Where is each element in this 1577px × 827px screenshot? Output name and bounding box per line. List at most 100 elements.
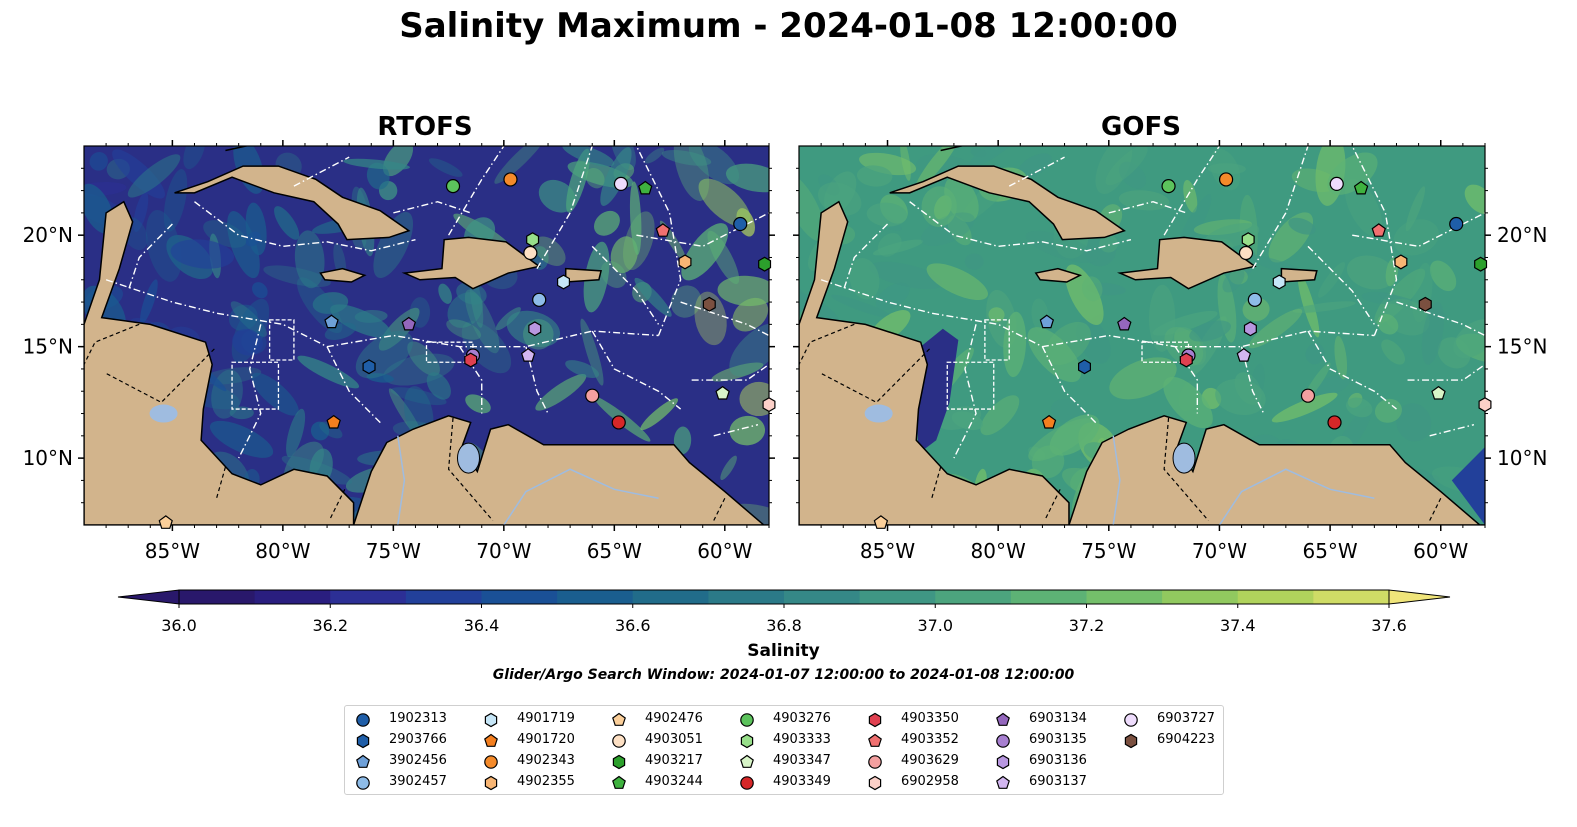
- eez-boundary: [127, 223, 173, 292]
- legend-marker: [484, 755, 498, 769]
- legend-label: 6904223: [1157, 732, 1215, 747]
- legend-label: 4903347: [773, 753, 831, 768]
- pentagon-marker-icon: [484, 733, 498, 747]
- float-marker-4903244: [638, 180, 653, 195]
- legend-marker: [612, 754, 626, 770]
- legend-label: 4903244: [645, 774, 703, 789]
- eez-boundary: [447, 146, 505, 236]
- lake-nicaragua: [149, 404, 178, 423]
- colorbar-tick-label: 36.6: [615, 616, 651, 635]
- float-marker-2903766: [362, 359, 376, 375]
- float-marker-4903629: [585, 388, 600, 403]
- legend-label: 4903352: [901, 732, 959, 747]
- eez-boundary: [293, 156, 350, 187]
- lon-tick-label: 70°W: [1192, 539, 1247, 563]
- pentagon-marker-icon: [996, 775, 1010, 789]
- legend-marker: [1124, 733, 1138, 749]
- float-marker-6902958: [762, 397, 776, 413]
- panel-title-rtofs: RTOFS: [377, 112, 473, 142]
- lake-maracaibo: [456, 442, 480, 474]
- legend-label: 6903136: [1029, 753, 1087, 768]
- colorbar: 36.0 36.2 36.4 36.6 36.8 37.0 37.2 37.4 37.6: [117, 589, 1451, 635]
- float-marker-6903137: [520, 347, 536, 362]
- float-legend: 1902313 2903766 3902456 3902457 4901719 49017…: [344, 705, 1224, 795]
- land-southAmerica: [1068, 414, 1485, 525]
- hexagon-marker-icon: [868, 775, 882, 791]
- eez-boundary: [636, 212, 769, 248]
- legend-label: 2903766: [389, 732, 447, 747]
- map-panel-gofs: 85°W 80°W 75°W 70°W 65°W 60°W 20°N 15°N 10°N: [793, 140, 1547, 563]
- lon-tick-label: 80°W: [971, 539, 1026, 563]
- land-jamaica: [1034, 267, 1083, 283]
- float-marker-4901719: [1272, 274, 1286, 290]
- lon-tick-label: 85°W: [145, 539, 200, 563]
- eez-boundary: [691, 363, 769, 381]
- float-marker-4902476: [158, 515, 173, 529]
- eez-boundary: [1041, 346, 1099, 426]
- float-marker-4903352: [655, 223, 671, 237]
- lat-tick-label: 15°N: [1497, 335, 1547, 359]
- lake-maracaibo: [1172, 442, 1196, 474]
- legend-label: 4903217: [645, 753, 703, 768]
- lat-tick-label: 20°N: [1497, 223, 1547, 247]
- legend-label: 4903349: [773, 774, 831, 789]
- eez-boundary: [1351, 146, 1398, 336]
- figure-title: Salinity Maximum - 2024-01-08 12:00:00: [399, 6, 1178, 46]
- float-marker-4901720: [1041, 414, 1057, 429]
- float-marker-6904223: [1418, 296, 1432, 312]
- land-jamaica: [319, 267, 367, 283]
- legend-label: 4901720: [517, 732, 575, 747]
- float-marker-4903217: [1474, 256, 1488, 272]
- legend-label: 6903137: [1029, 774, 1087, 789]
- colorbar-extend-high: [1388, 589, 1451, 605]
- legend-marker: [612, 712, 626, 726]
- hexagon-marker-icon: [484, 775, 498, 791]
- colorbar-tick-label: 37.6: [1371, 616, 1407, 635]
- float-marker-4901720: [326, 414, 341, 429]
- eez-boundary: [591, 245, 660, 325]
- legend-label: 4901719: [517, 711, 575, 726]
- eez-boundary: [909, 201, 1132, 252]
- circle-marker-icon: [868, 755, 882, 769]
- colorbar-segment: [254, 590, 331, 604]
- land-centralAmerica: [799, 200, 1070, 525]
- legend-marker: [740, 733, 754, 749]
- eez-boundary: [1108, 201, 1187, 214]
- pentagon-marker-icon: [868, 733, 882, 747]
- colorbar-segment: [1010, 590, 1087, 604]
- legend-marker: [612, 775, 626, 789]
- colorbar-tick-label: 36.0: [161, 616, 197, 635]
- legend-marker: [356, 776, 370, 790]
- eez-boundary: [1163, 146, 1221, 236]
- eez-boundary: [1174, 346, 1199, 414]
- float-marker-4903333: [526, 232, 540, 248]
- float-marker-4903051: [1238, 245, 1254, 261]
- eez-boundary: [238, 324, 262, 459]
- float-marker-1902313: [1449, 216, 1464, 232]
- lon-tick-label: 85°W: [860, 539, 915, 563]
- legend-marker: [612, 734, 626, 748]
- land-southAmerica: [352, 414, 769, 525]
- circle-marker-icon: [996, 734, 1010, 748]
- float-marker-4902355: [678, 254, 692, 270]
- float-marker-6904223: [702, 296, 716, 312]
- hexagon-marker-icon: [356, 733, 370, 749]
- legend-label: 1902313: [389, 711, 447, 726]
- eez-boundary: [1252, 146, 1309, 269]
- float-marker-6903136: [528, 321, 542, 337]
- float-marker-4903350: [1179, 352, 1193, 368]
- colorbar-tick-label: 36.2: [312, 616, 348, 635]
- colorbar-tick-label: 36.4: [464, 616, 500, 635]
- float-marker-6903136: [1243, 321, 1257, 337]
- circle-marker-icon: [740, 713, 754, 727]
- colorbar-segment: [1162, 590, 1239, 604]
- colorbar-segment: [1237, 590, 1314, 604]
- lon-tick-label: 75°W: [1081, 539, 1136, 563]
- legend-label: 4903629: [901, 753, 959, 768]
- legend-marker: [484, 712, 498, 728]
- map-frame: [798, 145, 1486, 526]
- circle-marker-icon: [612, 734, 626, 748]
- float-marker-4902355: [1394, 254, 1408, 270]
- lon-tick-label: 80°W: [255, 539, 310, 563]
- float-marker-4903276: [1161, 179, 1176, 194]
